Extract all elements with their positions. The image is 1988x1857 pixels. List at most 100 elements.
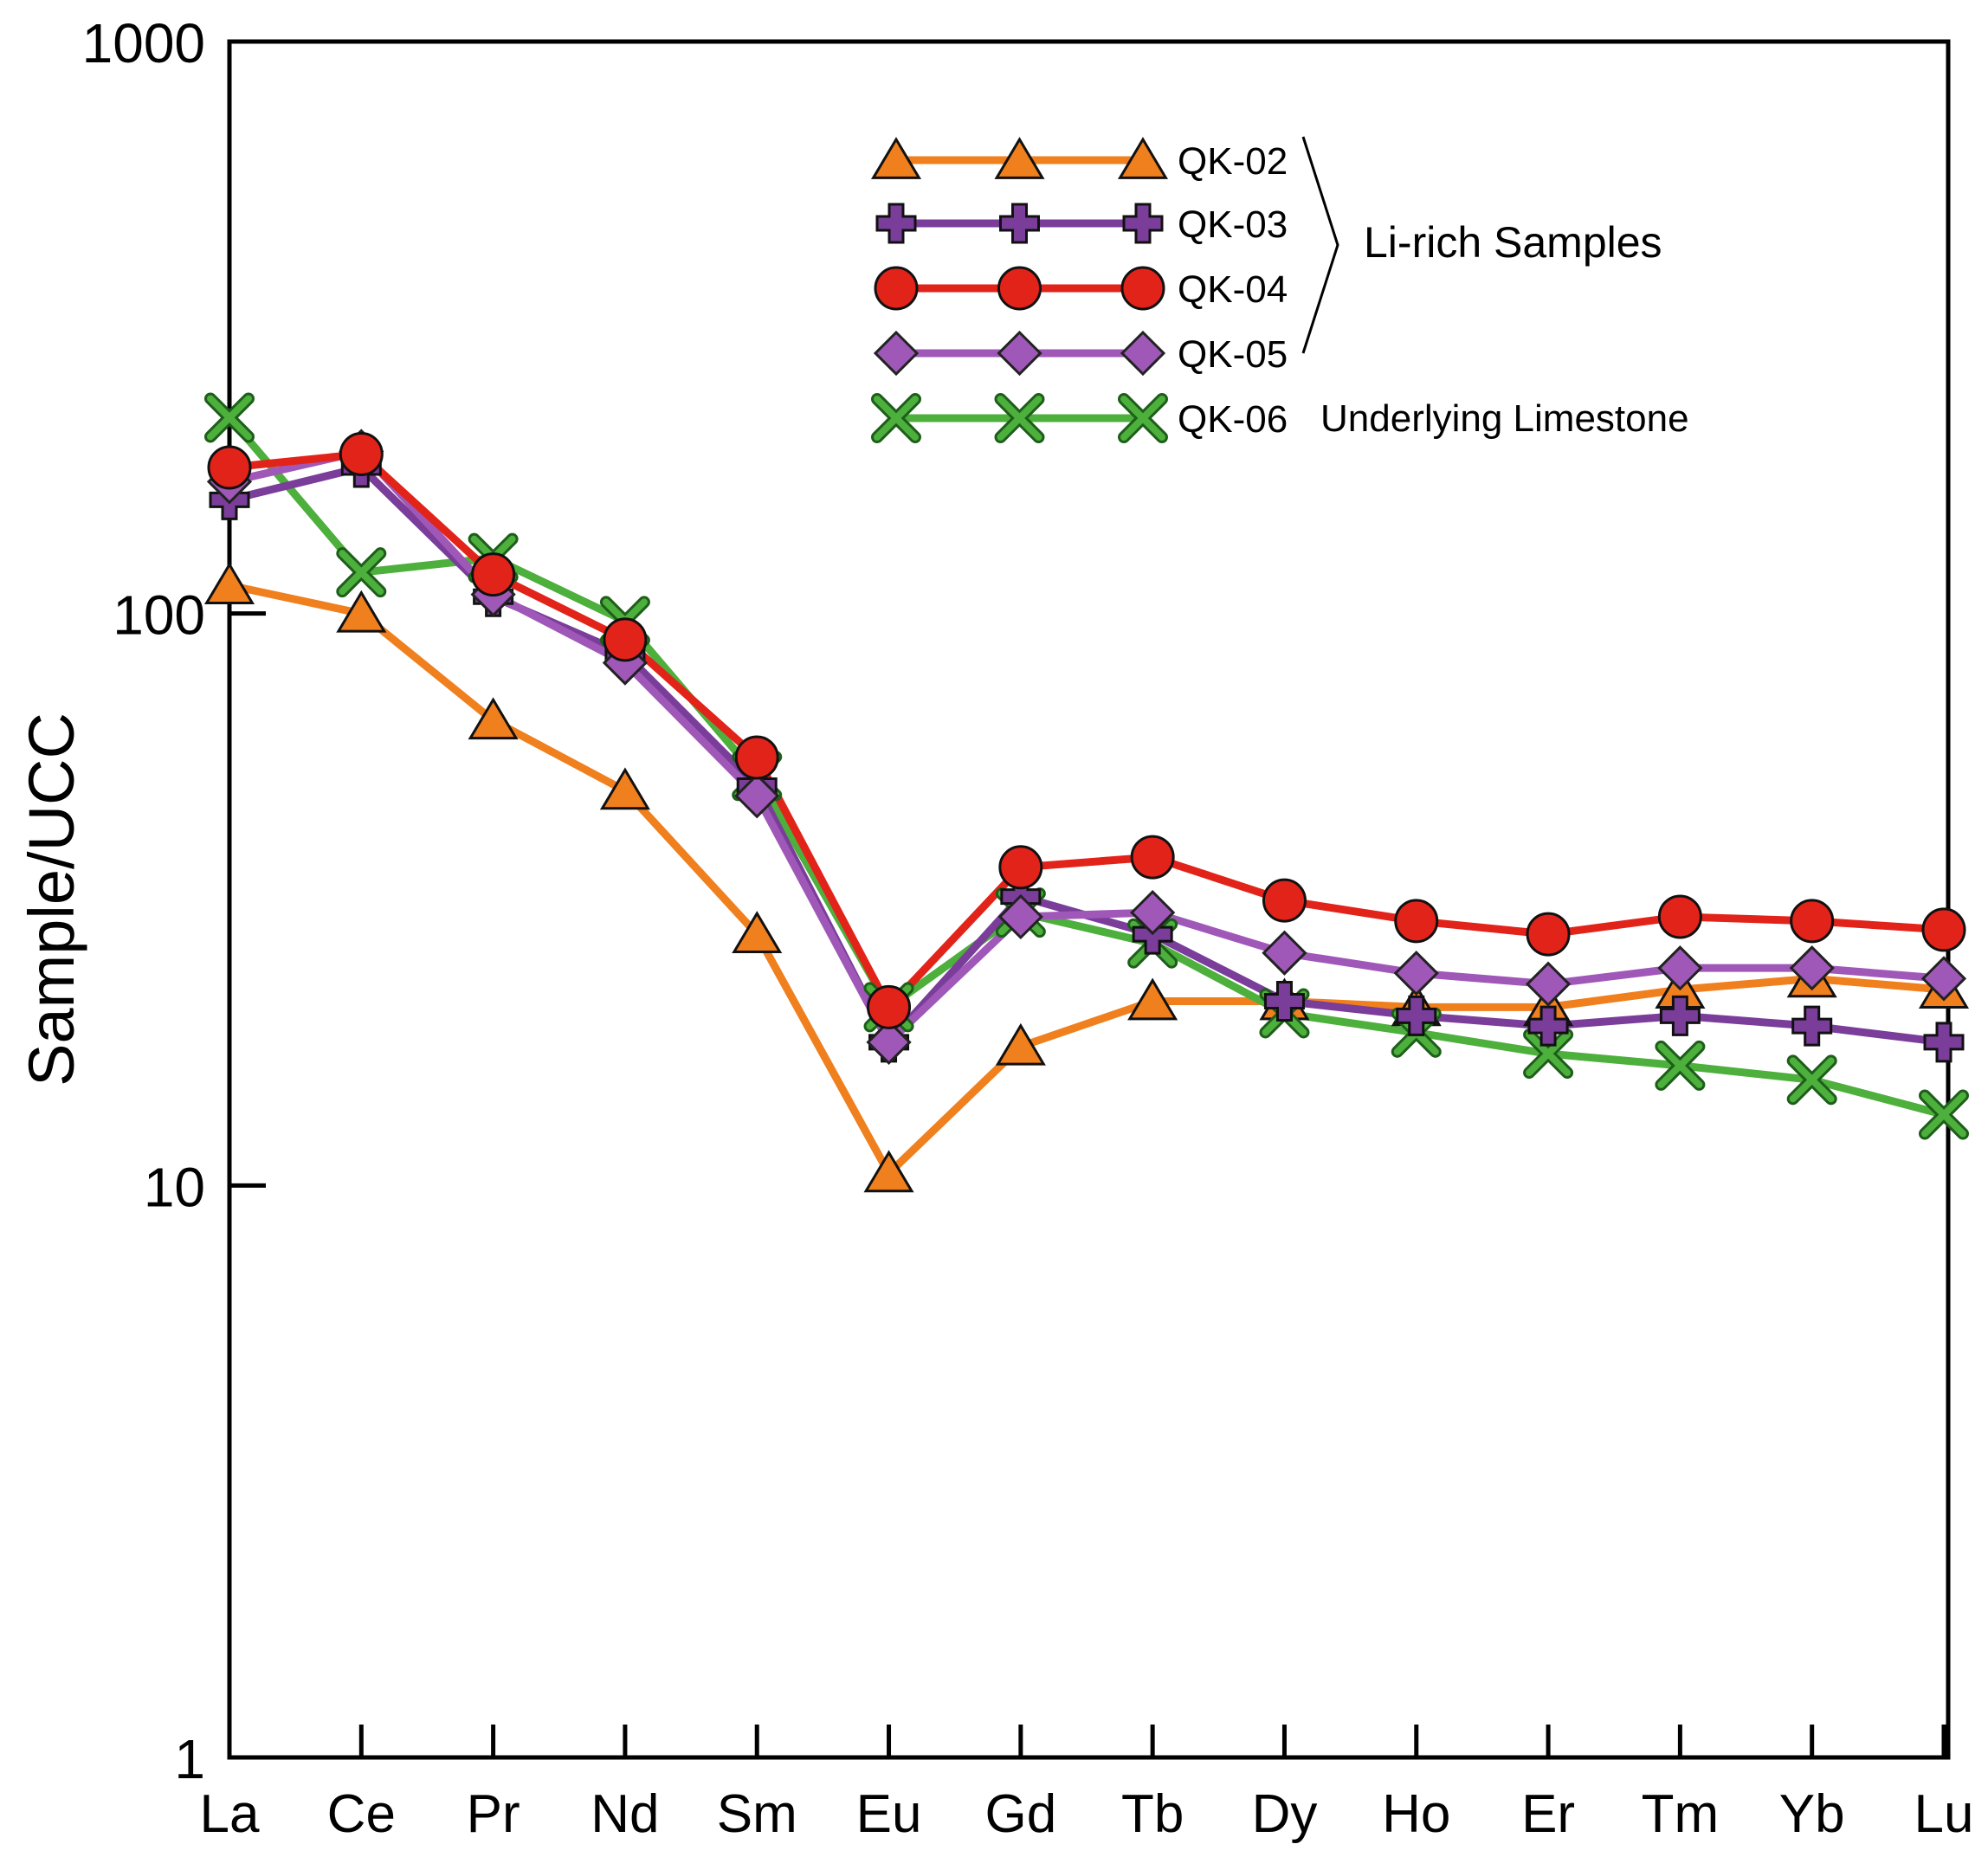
legend-label: QK-04 [1178, 268, 1288, 311]
x-axis-ticks: La Ce Pr Nd Sm Eu Gd Tb Dy Ho Er Tm Yb Lu [200, 1725, 1974, 1844]
marker-fill [1789, 1057, 1835, 1103]
marker-fill [1120, 396, 1165, 441]
legend-marker [874, 266, 919, 311]
data-point [207, 445, 252, 490]
data-point [1262, 930, 1307, 976]
plot-frame [227, 39, 1951, 1760]
x-tick-label: Tm [1642, 1784, 1720, 1844]
data-point [1919, 1089, 1969, 1140]
series-layer [203, 392, 1970, 1193]
marker-fill [997, 396, 1042, 441]
x-tick-label: Gd [984, 1784, 1056, 1844]
data-point [1393, 951, 1439, 996]
data-point [468, 697, 519, 740]
legend-entry-QK-03: QK-03 [875, 203, 1288, 246]
data-point [1655, 1040, 1706, 1091]
x-tick-label: Yb [1779, 1784, 1845, 1844]
legend: QK-02 QK-03 QK-04 QK-05 QK-06 Li-rich Samples… [870, 136, 1689, 443]
series-QK-04 [229, 450, 1945, 1011]
data-point [1525, 961, 1572, 1007]
data-point [1127, 977, 1178, 1021]
data-point [866, 1019, 912, 1066]
data-point [997, 893, 1043, 940]
legend-marker [994, 137, 1045, 179]
legend-brace [1301, 136, 1339, 354]
data-point [1130, 889, 1176, 936]
data-point [1920, 956, 1967, 1002]
legend-entry-QK-05: QK-05 [873, 330, 1288, 377]
data-point [863, 1150, 914, 1193]
marker-fill [1526, 1031, 1572, 1077]
x-tick-label: Dy [1252, 1784, 1318, 1844]
series-QK-06 [226, 415, 1946, 1119]
data-point [336, 547, 387, 598]
data-point [1657, 945, 1703, 991]
marker-fill [339, 550, 384, 596]
y-tick-label: 100 [113, 584, 205, 647]
legend-label: QK-03 [1178, 203, 1288, 246]
legend-note: Underlying Limestone [1320, 397, 1689, 440]
data-point [1659, 995, 1701, 1036]
data-point [734, 735, 779, 780]
data-point [471, 552, 516, 597]
marker-fill [207, 395, 252, 441]
marker-fill [1657, 1042, 1703, 1088]
x-tick-label: Ce [327, 1784, 396, 1844]
data-point [1262, 878, 1307, 923]
data-point [1394, 899, 1439, 944]
x-tick-label: Nd [591, 1784, 659, 1844]
y-axis-label: Sample/UCC [16, 712, 87, 1086]
legend-marker [1117, 137, 1169, 179]
data-point [1527, 1005, 1569, 1047]
legend-marker [997, 330, 1042, 377]
data-point [734, 773, 780, 819]
series-QK-02 [229, 581, 1945, 1177]
data-point [1396, 995, 1437, 1036]
legend-label: QK-05 [1178, 333, 1288, 376]
legend-marker [1120, 330, 1166, 377]
series-line [229, 581, 1945, 1177]
x-tick-label: Lu [1914, 1784, 1974, 1844]
y-axis-ticks: 1000 100 10 1 [82, 12, 266, 1790]
data-point [603, 617, 648, 662]
legend-marker [1120, 266, 1165, 311]
legend-marker [994, 393, 1045, 443]
data-point [1923, 1022, 1965, 1063]
marker-fill [1921, 1092, 1966, 1138]
legend-group-label: Li-rich Samples [1364, 218, 1662, 267]
data-point [1526, 912, 1571, 957]
data-point [599, 767, 650, 810]
data-point [995, 1022, 1046, 1066]
x-tick-label: Pr [467, 1784, 520, 1844]
data-point [1657, 894, 1702, 939]
legend-marker [999, 203, 1040, 244]
series-QK-05-markers [206, 429, 1967, 1066]
legend-marker [875, 203, 917, 244]
data-point [1789, 945, 1835, 991]
data-point [203, 562, 255, 605]
data-point [1791, 1005, 1833, 1047]
legend-marker [1122, 203, 1164, 244]
data-point [1921, 907, 1966, 952]
legend-entry-QK-06: QK-06 [871, 393, 1288, 443]
marker-fill [874, 396, 919, 441]
series-line [228, 447, 1945, 1047]
data-point [1263, 980, 1305, 1022]
series-line [226, 415, 1946, 1119]
x-tick-label: Er [1521, 1784, 1575, 1844]
legend-marker [997, 266, 1042, 311]
legend-marker [1118, 393, 1168, 443]
y-tick-label: 10 [144, 1156, 205, 1218]
data-point [1786, 1054, 1837, 1106]
legend-label: QK-06 [1178, 398, 1288, 441]
series-line [229, 450, 1945, 1011]
legend-marker [871, 393, 921, 443]
legend-marker [873, 330, 920, 377]
data-point [204, 392, 255, 443]
legend-marker [870, 137, 922, 179]
data-point [336, 590, 387, 633]
data-point [1523, 1028, 1574, 1080]
series-QK-04-markers [207, 432, 1966, 1029]
x-tick-label: La [200, 1784, 260, 1844]
